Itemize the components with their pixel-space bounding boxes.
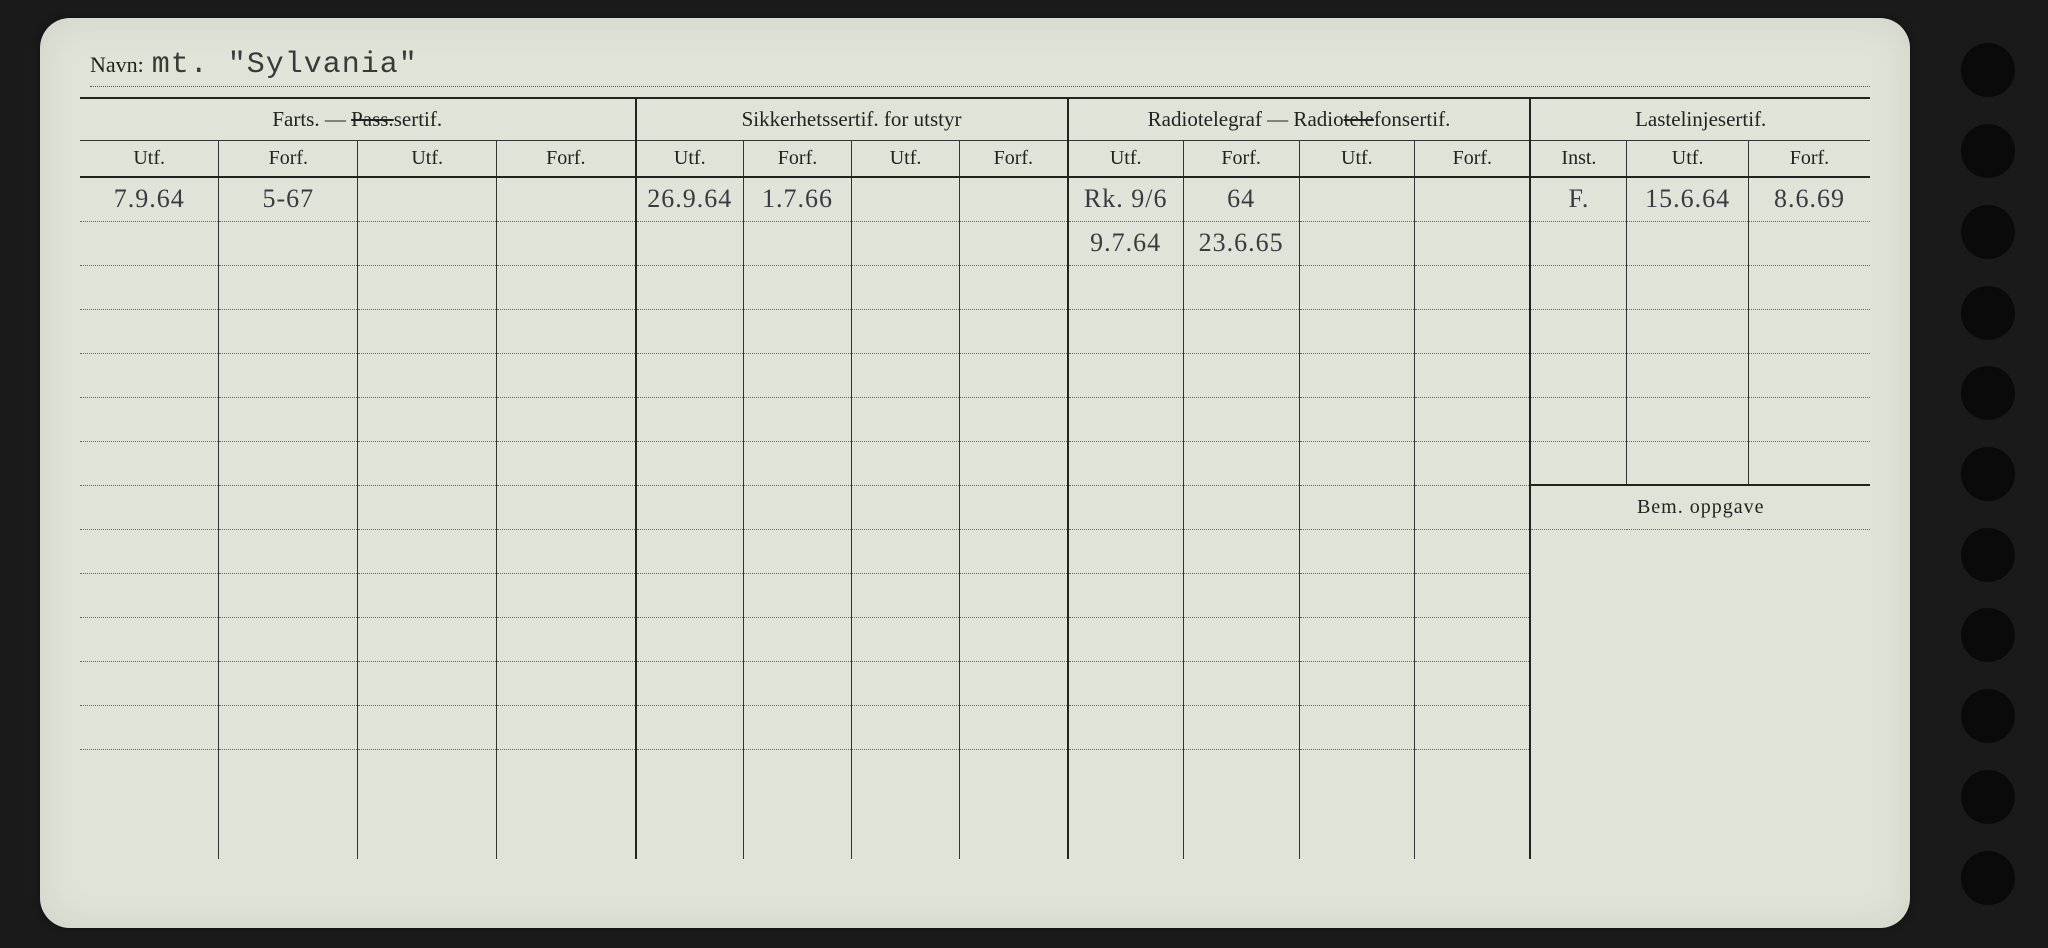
punch-hole	[1961, 608, 2015, 662]
punch-hole	[1961, 770, 2015, 824]
col-forf: Forf.	[1748, 141, 1870, 178]
index-card: Navn: mt. "Sylvania" Farts. — Pass.serti…	[40, 18, 1910, 928]
group-header-row: Farts. — Pass.sertif. Sikkerhetssertif. …	[80, 98, 1870, 141]
punch-hole	[1961, 205, 2015, 259]
col-forf: Forf.	[497, 141, 636, 178]
punch-hole	[1961, 286, 2015, 340]
col-forf: Forf.	[1415, 141, 1531, 178]
table-row	[80, 265, 1870, 309]
table-row	[80, 529, 1870, 573]
col-forf: Forf.	[960, 141, 1068, 178]
table-row	[80, 441, 1870, 485]
col-forf: Forf.	[744, 141, 852, 178]
punch-hole	[1961, 447, 2015, 501]
col-utf: Utf.	[358, 141, 497, 178]
punch-hole	[1961, 124, 2015, 178]
col-forf: Forf.	[1183, 141, 1299, 178]
col-inst: Inst.	[1530, 141, 1626, 178]
col-utf: Utf.	[852, 141, 960, 178]
table-row	[80, 309, 1870, 353]
table-row: 7.9.64 5-67 26.9.64 1.7.66 Rk. 9/6 64 F.…	[80, 177, 1870, 221]
group-farts: Farts. — Pass.sertif.	[80, 98, 636, 141]
name-label: Navn:	[90, 52, 144, 78]
table-row: 9.7.6423.6.65	[80, 221, 1870, 265]
sub-header-row: Utf. Forf. Utf. Forf. Utf. Forf. Utf. Fo…	[80, 141, 1870, 178]
col-utf: Utf.	[1068, 141, 1184, 178]
group-sikkerhet: Sikkerhetssertif. for utstyr	[636, 98, 1068, 141]
col-utf: Utf.	[1627, 141, 1749, 178]
punch-hole	[1961, 43, 2015, 97]
group-radio: Radiotelegraf — Radiotelefonsertif.	[1068, 98, 1531, 141]
col-utf: Utf.	[1299, 141, 1415, 178]
certificate-table: Farts. — Pass.sertif. Sikkerhetssertif. …	[80, 97, 1870, 859]
bem-oppgave-area	[1530, 529, 1870, 859]
name-row: Navn: mt. "Sylvania"	[90, 48, 1870, 87]
bem-oppgave-header: Bem. oppgave	[1530, 485, 1870, 529]
name-value: mt. "Sylvania"	[152, 48, 418, 82]
col-utf: Utf.	[636, 141, 744, 178]
col-utf: Utf.	[80, 141, 219, 178]
table-body: 7.9.64 5-67 26.9.64 1.7.66 Rk. 9/6 64 F.…	[80, 177, 1870, 859]
punch-hole	[1961, 851, 2015, 905]
col-forf: Forf.	[219, 141, 358, 178]
punch-holes	[1948, 30, 2028, 918]
punch-hole	[1961, 366, 2015, 420]
punch-hole	[1961, 689, 2015, 743]
table-row	[80, 397, 1870, 441]
punch-hole	[1961, 528, 2015, 582]
table-row	[80, 353, 1870, 397]
table-row: Bem. oppgave	[80, 485, 1870, 529]
group-lastelinje: Lastelinjesertif.	[1530, 98, 1870, 141]
